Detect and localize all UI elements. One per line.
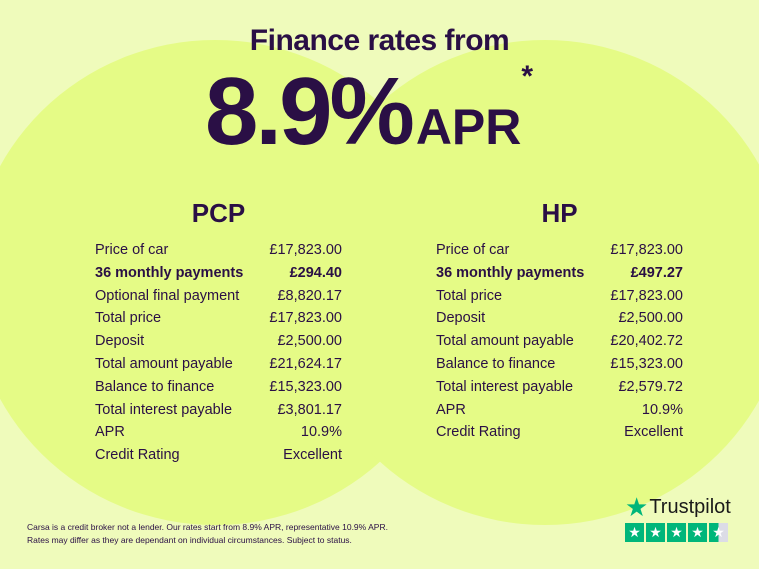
trustpilot-star-icon: ★: [625, 492, 649, 522]
row-label: Total price: [436, 287, 503, 304]
table-row: APR 10.9%: [436, 399, 683, 422]
row-label: 36 monthly payments: [436, 264, 585, 281]
row-value: £17,823.00: [269, 242, 342, 258]
row-label: Deposit: [95, 333, 145, 350]
row-value: £294.40: [289, 264, 342, 281]
row-label: Total interest payable: [436, 378, 574, 395]
row-value: Excellent: [283, 447, 342, 464]
table-row: 36 monthly payments £497.27: [436, 262, 683, 285]
table-row: Total price £17,823.00: [436, 285, 683, 308]
row-value: 10.9%: [300, 424, 342, 441]
row-label: Credit Rating: [436, 424, 521, 441]
row-label: 36 monthly payments: [95, 264, 244, 281]
row-value: £8,820.17: [277, 287, 342, 304]
pcp-table: PCP Price of car £17,823.00 36 monthly pay…: [95, 198, 342, 467]
row-value: £2,500.00: [277, 333, 342, 350]
disclaimer-line-2: Rates may differ as they are dependant o…: [27, 535, 352, 545]
headline: Finance rates from: [249, 24, 510, 57]
trustpilot-badge: ★ Trustpilot ★ ★ ★ ★ ★: [625, 494, 731, 542]
row-label: Price of car: [95, 242, 169, 258]
trustpilot-name: Trustpilot: [649, 495, 731, 518]
row-value: £2,579.72: [618, 378, 683, 395]
rate-value: 8.9%: [205, 58, 415, 165]
rating-star-icon: ★: [646, 523, 665, 542]
hp-title: HP: [541, 198, 578, 228]
row-value: £17,823.00: [610, 242, 683, 258]
row-value: Excellent: [624, 424, 683, 441]
row-value: £15,323.00: [610, 355, 683, 372]
trustpilot-rating: ★ ★ ★ ★ ★: [625, 523, 731, 542]
table-row: Total price £17,823.00: [95, 307, 342, 330]
hp-table: HP Price of car £17,823.00 36 monthly paym…: [436, 198, 683, 444]
asterisk: *: [521, 60, 534, 93]
table-row: Total interest payable £2,579.72: [436, 376, 683, 399]
table-row: Price of car £17,823.00: [436, 239, 683, 262]
background-circle-right: [300, 40, 759, 525]
rate-suffix: APR: [415, 99, 522, 155]
row-label: Total interest payable: [95, 401, 233, 418]
row-value: £2,500.00: [618, 310, 683, 327]
row-value: £497.27: [630, 264, 683, 281]
disclaimer: Carsa is a credit broker not a lender. O…: [27, 521, 388, 547]
row-value: £15,323.00: [269, 378, 342, 395]
row-label: Total amount payable: [436, 333, 574, 350]
table-row: Credit Rating Excellent: [95, 444, 342, 467]
row-label: APR: [436, 401, 466, 418]
row-label: Balance to finance: [436, 355, 556, 372]
table-row: Total amount payable £21,624.17: [95, 353, 342, 376]
row-value: £17,823.00: [269, 310, 342, 327]
rate-display: 8.9%APR*: [205, 60, 533, 160]
rating-star-icon: ★: [709, 523, 728, 542]
table-row: Total amount payable £20,402.72: [436, 330, 683, 353]
row-value: £3,801.17: [277, 401, 342, 418]
pcp-title: PCP: [191, 198, 246, 228]
table-row: APR 10.9%: [95, 421, 342, 444]
row-label: Balance to finance: [95, 378, 215, 395]
row-label: Total amount payable: [95, 355, 233, 372]
rating-star-icon: ★: [625, 523, 644, 542]
disclaimer-line-1: Carsa is a credit broker not a lender. O…: [27, 522, 388, 532]
row-value: £20,402.72: [610, 333, 683, 350]
table-row: Balance to finance £15,323.00: [95, 376, 342, 399]
row-label: APR: [95, 424, 125, 441]
row-label: Credit Rating: [95, 447, 180, 464]
table-row: Balance to finance £15,323.00: [436, 353, 683, 376]
table-row: Total interest payable £3,801.17: [95, 399, 342, 422]
rating-star-icon: ★: [688, 523, 707, 542]
row-label: Deposit: [436, 310, 486, 327]
table-row: Deposit £2,500.00: [436, 307, 683, 330]
table-row: Deposit £2,500.00: [95, 330, 342, 353]
row-label: Price of car: [436, 242, 510, 258]
row-label: Optional final payment: [95, 287, 240, 304]
table-row: Credit Rating Excellent: [436, 421, 683, 444]
row-label: Total price: [95, 310, 162, 327]
table-row: Price of car £17,823.00: [95, 239, 342, 262]
row-value: 10.9%: [641, 401, 683, 418]
row-value: £21,624.17: [269, 355, 342, 372]
row-value: £17,823.00: [610, 287, 683, 304]
rating-star-icon: ★: [667, 523, 686, 542]
table-row: 36 monthly payments £294.40: [95, 262, 342, 285]
table-row: Optional final payment £8,820.17: [95, 285, 342, 308]
